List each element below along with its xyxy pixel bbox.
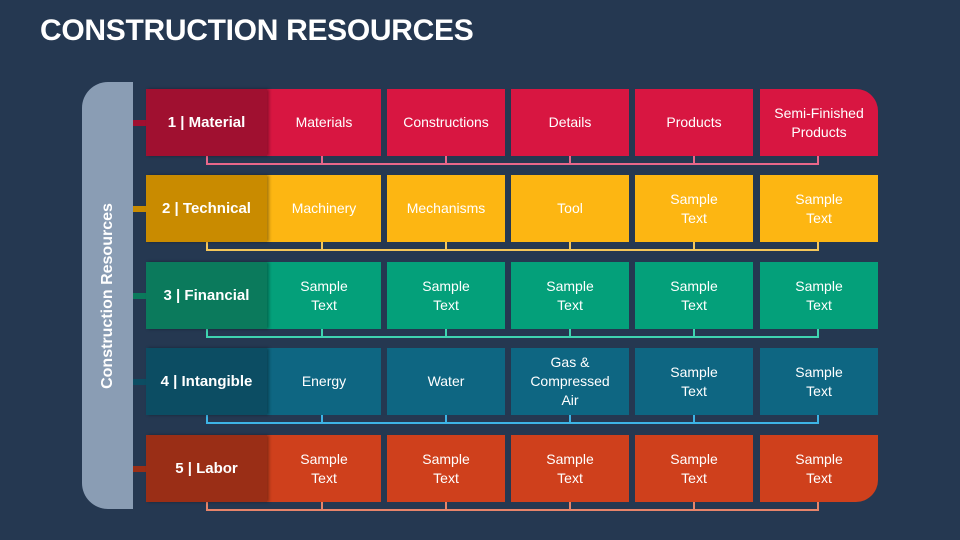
resource-row: 1 | Material Materials Constructions Detail… [146, 89, 878, 156]
row-category-label: 2 | Technical [146, 175, 267, 242]
bracket-tick [445, 502, 447, 510]
bracket-tick [206, 329, 208, 337]
bracket-tick [445, 242, 447, 250]
bracket-tick [817, 502, 819, 510]
resource-cell: Sample Text [760, 435, 878, 502]
bracket-tick [569, 502, 571, 510]
row-bracket-line [206, 336, 819, 338]
resource-cell: Constructions [387, 89, 505, 156]
row-category-label: 5 | Labor [146, 435, 267, 502]
resource-cell: Sample Text [760, 175, 878, 242]
bracket-tick [206, 156, 208, 164]
bracket-tick [693, 329, 695, 337]
bracket-tick [817, 156, 819, 164]
bracket-tick [321, 329, 323, 337]
resource-cell: Sample Text [635, 435, 753, 502]
resource-cell: Sample Text [511, 262, 629, 329]
resource-row: 3 | Financial Sample Text Sample Text Sampl… [146, 262, 878, 329]
row-connector-stub [133, 206, 146, 212]
bracket-tick [569, 415, 571, 423]
bracket-tick [693, 242, 695, 250]
bracket-tick [569, 242, 571, 250]
resource-cell: Sample Text [760, 348, 878, 415]
resource-cell: Sample Text [387, 262, 505, 329]
resource-cell: Sample Text [267, 262, 381, 329]
row-connector-stub [133, 120, 146, 126]
row-bracket-line [206, 163, 819, 165]
bracket-tick [445, 156, 447, 164]
bracket-tick [321, 242, 323, 250]
bracket-tick [321, 502, 323, 510]
row-bracket-line [206, 249, 819, 251]
bracket-tick [445, 415, 447, 423]
resource-row: 4 | Intangible Energy Water Gas & Compresse… [146, 348, 878, 415]
bracket-tick [321, 156, 323, 164]
resource-cell: Sample Text [635, 175, 753, 242]
bracket-tick [693, 502, 695, 510]
resource-cell: Sample Text [635, 348, 753, 415]
row-bracket-line [206, 422, 819, 424]
resource-cell: Sample Text [760, 262, 878, 329]
bracket-tick [445, 329, 447, 337]
sidebar-label: Construction Resources [98, 202, 116, 389]
page-title: CONSTRUCTION RESOURCES [40, 14, 474, 47]
resource-cell: Energy [267, 348, 381, 415]
resource-cell: Materials [267, 89, 381, 156]
bracket-tick [569, 329, 571, 337]
row-category-label: 4 | Intangible [146, 348, 267, 415]
resource-cell: Tool [511, 175, 629, 242]
bracket-tick [206, 242, 208, 250]
bracket-tick [817, 415, 819, 423]
bracket-tick [817, 242, 819, 250]
resource-cell: Machinery [267, 175, 381, 242]
bracket-tick [206, 502, 208, 510]
resource-cell: Water [387, 348, 505, 415]
row-bracket-line [206, 509, 819, 511]
sidebar-construction-resources: Construction Resources [82, 82, 133, 509]
resource-cell: Sample Text [267, 435, 381, 502]
bracket-tick [693, 156, 695, 164]
row-connector-stub [133, 466, 146, 472]
row-category-label: 3 | Financial [146, 262, 267, 329]
resource-cell: Details [511, 89, 629, 156]
row-connector-stub [133, 293, 146, 299]
bracket-tick [569, 156, 571, 164]
row-connector-stub [133, 379, 146, 385]
resource-cell: Sample Text [387, 435, 505, 502]
bracket-tick [817, 329, 819, 337]
bracket-tick [321, 415, 323, 423]
resource-cell: Sample Text [511, 435, 629, 502]
resource-cell: Sample Text [635, 262, 753, 329]
resource-cell: Products [635, 89, 753, 156]
resource-row: 5 | Labor Sample Text Sample Text Sample Te… [146, 435, 878, 502]
bracket-tick [206, 415, 208, 423]
resource-cell: Mechanisms [387, 175, 505, 242]
resource-row: 2 | Technical Machinery Mechanisms Tool Samp… [146, 175, 878, 242]
row-category-label: 1 | Material [146, 89, 267, 156]
resource-cell: Gas & Compressed Air [511, 348, 629, 415]
resource-cell: Semi-Finished Products [760, 89, 878, 156]
bracket-tick [693, 415, 695, 423]
